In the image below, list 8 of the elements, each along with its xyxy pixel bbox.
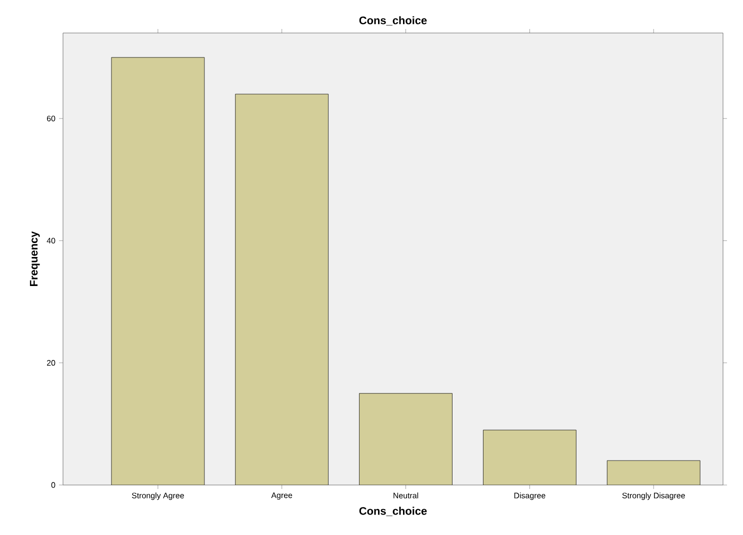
bar: [606, 460, 700, 485]
bar: [111, 57, 205, 485]
bar: [359, 393, 452, 485]
y-axis-title: Frequency: [30, 231, 40, 286]
bar: [235, 94, 329, 485]
bar: [483, 430, 576, 485]
x-axis-title: Cons_choice: [359, 506, 427, 516]
chart-title: Cons_choice: [359, 16, 427, 26]
